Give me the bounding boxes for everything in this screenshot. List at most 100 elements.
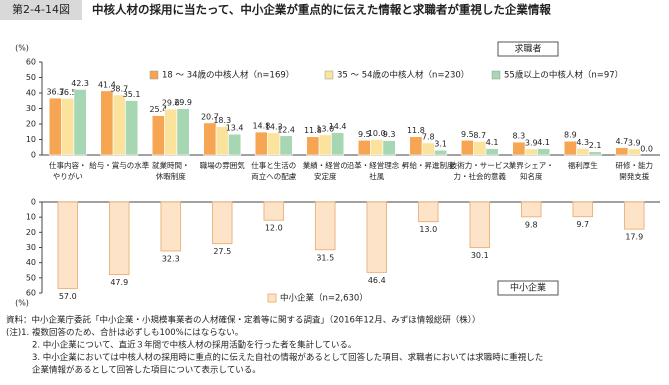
legend-label: 18 ～ 34歳の中核人材（n=169） — [162, 70, 294, 81]
x-tick-label: 社風 — [369, 171, 384, 181]
y-unit: (%) — [15, 299, 29, 308]
x-tick-label: 力・社会的意義 — [454, 171, 507, 181]
bar — [521, 201, 542, 218]
bar — [469, 201, 490, 249]
value-label: 31.5 — [316, 253, 334, 262]
bar — [382, 140, 396, 156]
value-label: 25.4 — [149, 105, 167, 114]
y-tick-label: 30 — [26, 104, 36, 113]
panel-label: 中小企業 — [510, 282, 546, 294]
bar — [331, 132, 345, 156]
x-tick-label: 業界シェア・ — [509, 160, 554, 170]
bar — [624, 201, 645, 230]
value-label: 13.0 — [419, 225, 437, 234]
bar — [203, 122, 217, 156]
y-tick-label: 0 — [31, 198, 36, 207]
y-tick-label: 0 — [31, 151, 36, 160]
y-tick-label: 10 — [26, 213, 36, 222]
bar — [176, 108, 190, 156]
value-label: 57.0 — [59, 292, 77, 301]
note: 資料：中小企業庁委託「中小企業・小規模事業者の人材確保・定着等に関する調査」（2… — [6, 315, 480, 326]
y-tick-label: 10 — [26, 135, 36, 144]
value-label: 0.0 — [640, 145, 653, 154]
legend-swatch — [149, 70, 159, 80]
value-label: 27.5 — [213, 247, 231, 256]
value-label: 3.9 — [525, 138, 538, 147]
value-label: 13.4 — [226, 124, 244, 133]
x-tick-label: 業績・経営の — [303, 160, 348, 170]
bar — [100, 90, 114, 156]
bar — [125, 100, 139, 156]
value-label: 11.8 — [304, 126, 322, 135]
y-tick-label: 30 — [26, 243, 36, 252]
bar — [318, 134, 332, 156]
value-label: 29.9 — [174, 98, 192, 107]
value-label: 11.8 — [407, 126, 425, 135]
y-tick-label: 40 — [26, 258, 36, 267]
bar — [576, 148, 590, 156]
bar — [112, 94, 126, 156]
bar — [524, 148, 538, 156]
value-label: 9.3 — [383, 130, 396, 139]
y-tick-label: 20 — [26, 228, 36, 237]
panel-label: 求職者 — [514, 43, 541, 55]
y-unit: (%) — [15, 44, 29, 53]
bar — [109, 201, 130, 276]
value-label: 14.4 — [329, 122, 347, 131]
value-label: 4.1 — [537, 138, 550, 147]
bar — [460, 139, 474, 156]
legend-swatch — [491, 70, 501, 80]
value-label: 38.7 — [110, 85, 128, 94]
value-label: 10.0 — [368, 129, 386, 138]
bar — [409, 136, 423, 156]
bar — [212, 201, 233, 245]
note: 2. 中小企業について、直近３年間で中核人材の採用活動を行った者を集計している。 — [32, 340, 356, 351]
bar — [254, 131, 268, 156]
note: 企業情報があるとして回答した項目について表示している。 — [32, 365, 261, 376]
bar — [279, 135, 293, 156]
x-tick-label: 沿革・経営理念・ — [347, 160, 407, 170]
figure-number: 第2-4-14図 — [12, 2, 70, 16]
x-tick-label: やりがい — [53, 171, 83, 181]
bar — [357, 139, 371, 156]
value-label: 29.6 — [162, 99, 180, 108]
bar — [151, 115, 165, 156]
value-label: 17.9 — [625, 233, 643, 242]
value-label: 9.5 — [461, 130, 474, 139]
y-tick-label: 60 — [26, 58, 36, 67]
value-label: 47.9 — [110, 278, 128, 287]
value-label: 30.1 — [471, 251, 489, 260]
value-label: 4.3 — [576, 138, 589, 147]
value-label: 32.3 — [162, 254, 180, 263]
bar — [537, 148, 551, 156]
legend-label: 中小企業（n=2,630） — [280, 293, 368, 304]
value-label: 36.5 — [59, 88, 77, 97]
y-tick-label: 50 — [26, 73, 36, 82]
bar — [228, 133, 242, 156]
x-tick-label: 福利厚生 — [568, 160, 598, 170]
bar — [418, 201, 439, 223]
value-label: 14.8 — [252, 122, 270, 131]
panel-label-box — [497, 280, 559, 296]
value-label: 8.7 — [473, 131, 486, 140]
x-tick-label: 技術力・サービス — [450, 160, 510, 170]
bar — [615, 147, 629, 156]
bar — [563, 140, 577, 156]
x-tick-label: 給与・賞与の水準 — [89, 160, 149, 170]
value-label: 42.3 — [71, 79, 89, 88]
value-label: 13.0 — [316, 124, 334, 133]
y-tick-label: 60 — [26, 289, 36, 298]
bar — [572, 201, 593, 218]
value-label: 12.0 — [265, 224, 283, 233]
y-tick-label: 50 — [26, 273, 36, 282]
x-tick-label: 知名度 — [520, 171, 543, 181]
x-tick-label: 休暇制度 — [156, 171, 186, 181]
value-label: 18.3 — [213, 116, 231, 125]
value-label: 4.7 — [616, 137, 629, 146]
value-label: 20.7 — [201, 112, 219, 121]
x-tick-label: 就業時間・ — [152, 160, 190, 170]
y-tick-label: 40 — [26, 89, 36, 98]
value-label: 8.9 — [564, 131, 577, 140]
bar — [473, 141, 487, 156]
x-tick-label: 仕事と生活の — [251, 160, 296, 170]
